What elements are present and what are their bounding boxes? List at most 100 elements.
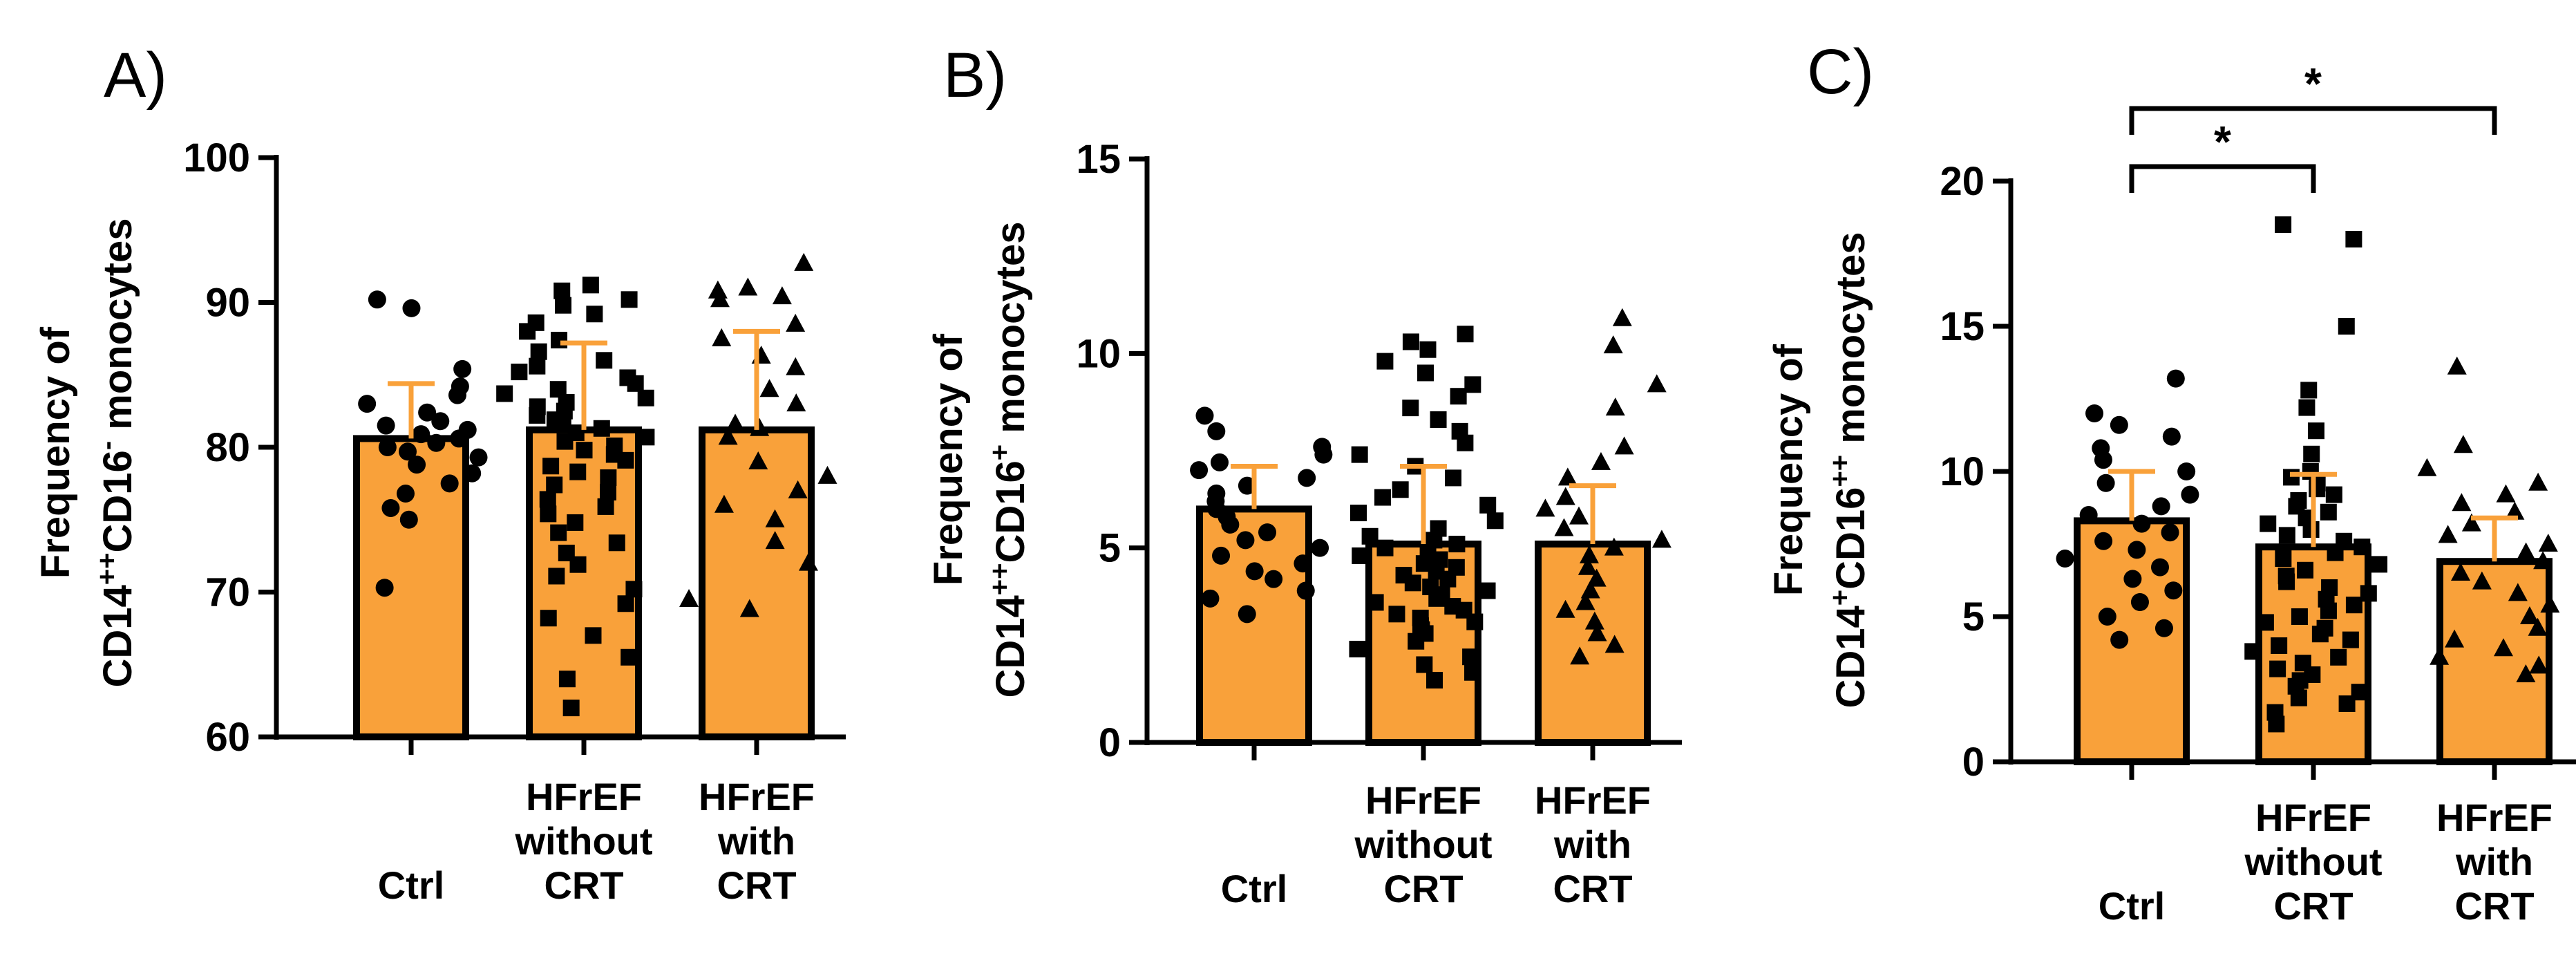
data-point-circle: [2181, 485, 2199, 504]
data-point-circle: [402, 299, 421, 317]
data-point-triangle: [1647, 374, 1667, 393]
data-point-square: [1439, 570, 1457, 588]
y-axis-label-line2: CD14+CD16++ monocytes: [1825, 232, 1873, 709]
data-point-square: [1464, 664, 1481, 681]
data-point-triangle: [2528, 472, 2548, 491]
data-point-triangle: [2533, 551, 2553, 570]
data-point-square: [2327, 544, 2344, 561]
chart-panel-3: C) Frequency of CD14+CD16++ monocytes 0 5 10 1…: [1766, 37, 2576, 928]
data-point-square: [529, 406, 546, 424]
data-point-square: [1430, 411, 1447, 428]
chart-panel-1: A) Frequency of CD14++CD16- monocytes 60 70 8…: [33, 40, 846, 907]
data-point-square: [546, 476, 563, 494]
data-point-triangle: [718, 427, 738, 445]
data-point-square: [1479, 496, 1497, 514]
data-point-triangle: [1578, 556, 1598, 575]
data-point-square: [562, 700, 580, 717]
data-point-circle: [2162, 427, 2181, 446]
y-axis-label-line1: Frequency of: [926, 333, 971, 586]
data-point-triangle: [2417, 458, 2437, 476]
data-point-square: [2291, 608, 2308, 625]
significance-label: *: [2304, 59, 2322, 109]
data-point-square: [2345, 231, 2362, 247]
data-point-circle: [2079, 506, 2098, 524]
data-point-circle: [469, 448, 488, 467]
data-point-square: [1376, 353, 1394, 370]
data-point-circle: [1298, 469, 1316, 487]
data-point-triangle: [2505, 501, 2525, 520]
data-point-square: [1408, 633, 1425, 650]
data-point-square: [530, 343, 547, 360]
x-tick-label-line: HFrEF: [699, 775, 815, 818]
x-tick-label: HFrEF without CRT: [514, 775, 652, 907]
data-point-circle: [377, 416, 395, 435]
data-point-triangle: [1614, 436, 1634, 455]
data-point-circle: [399, 442, 417, 461]
data-point-circle: [1212, 546, 1231, 565]
data-point-circle: [399, 510, 418, 529]
y-axis-label-line1: Frequency of: [1766, 344, 1811, 596]
x-tick-label-line: Ctrl: [2099, 884, 2165, 928]
data-point-square: [542, 458, 560, 475]
y-tick-label: 10: [1076, 331, 1121, 376]
x-tick-label-line: without: [2244, 840, 2382, 883]
data-point-square: [496, 385, 513, 402]
data-point-square: [1392, 481, 1409, 498]
data-point-square: [2278, 527, 2295, 544]
data-point-circle: [2152, 497, 2170, 516]
data-point-circle: [463, 464, 482, 483]
data-point-square: [2275, 550, 2292, 567]
data-point-square: [617, 451, 634, 469]
y-tick-label: 20: [1940, 159, 1985, 204]
data-point-circle: [2110, 630, 2129, 649]
data-point-triangle: [786, 357, 806, 375]
panel-label: C): [1807, 37, 1874, 107]
data-point-square: [2282, 469, 2300, 486]
data-point-circle: [358, 395, 377, 413]
data-point-triangle: [1587, 568, 1607, 587]
data-point-circle: [1294, 554, 1312, 573]
data-point-triangle: [710, 289, 730, 308]
data-point-circle: [408, 456, 426, 474]
panel-label: A): [104, 40, 167, 111]
y-axis-label-text: CD14: [1828, 606, 1873, 708]
x-tick-label-line: HFrEF: [1365, 778, 1481, 822]
x-tick-label-line: Ctrl: [1221, 867, 1287, 910]
data-point-square: [511, 364, 528, 381]
data-point-circle: [2123, 570, 2142, 588]
data-point-circle: [453, 359, 472, 378]
data-point-circle: [2166, 369, 2185, 388]
x-tick-label-line: CRT: [1383, 867, 1463, 910]
data-point-triangle: [765, 531, 785, 550]
y-tick-label: 0: [1099, 720, 1121, 765]
y-axis-label-superscript: -: [92, 441, 122, 450]
data-point-square: [551, 331, 568, 348]
y-axis-label-line2: CD14++CD16+ monocytes: [985, 222, 1033, 698]
x-tick-label: Ctrl: [378, 863, 444, 907]
data-point-square: [2278, 573, 2295, 590]
y-axis-label-superscript: +: [1825, 590, 1855, 606]
data-point-square: [556, 433, 574, 450]
data-point-triangle: [2445, 629, 2465, 648]
data-point-triangle: [1579, 545, 1599, 563]
data-point-circle: [2154, 619, 2173, 637]
data-point-circle: [431, 412, 450, 431]
data-point-square: [2345, 597, 2362, 614]
data-point-square: [596, 352, 613, 369]
data-point-triangle: [1555, 599, 1575, 618]
data-point-triangle: [1612, 308, 1632, 326]
data-point-triangle: [1575, 592, 1595, 610]
data-point-circle: [1238, 605, 1256, 624]
data-point-square: [1349, 640, 1366, 657]
data-point-square: [585, 627, 602, 644]
data-point-square: [617, 595, 634, 612]
y-axis-label-text: monocytes: [1828, 232, 1873, 455]
data-point-triangle: [2508, 583, 2528, 601]
significance-bracket: [2129, 164, 2316, 193]
data-point-square: [2330, 648, 2347, 666]
data-point-triangle: [1651, 530, 1671, 548]
significance-bracket: [2129, 106, 2497, 135]
data-point-circle: [418, 403, 437, 422]
data-point-triangle: [1554, 518, 1574, 536]
data-point-triangle: [2452, 493, 2472, 512]
